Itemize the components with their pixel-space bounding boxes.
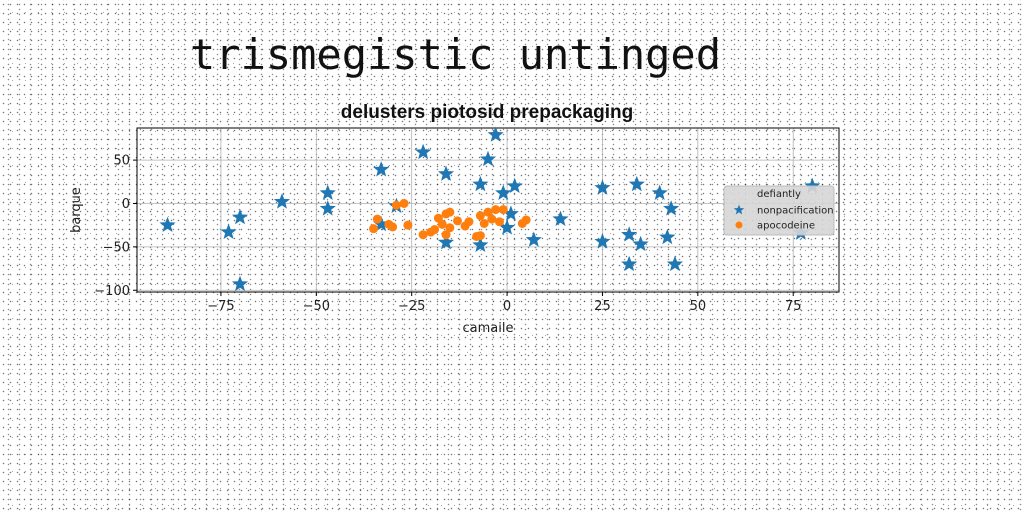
y-tick-label: −50 [103, 240, 130, 255]
star-point [525, 231, 542, 247]
chart-title: delusters piotosid prepackaging [341, 102, 633, 123]
circle-point [445, 207, 455, 217]
x-tick-label: 50 [690, 299, 707, 314]
legend-star-marker [733, 204, 745, 215]
star-point [502, 205, 519, 221]
x-tick-label: −50 [303, 299, 330, 314]
star-point [594, 179, 611, 195]
star-point [479, 150, 497, 167]
star-point [487, 126, 504, 142]
star-point [437, 165, 455, 181]
star-point [472, 175, 489, 192]
x-tick-label: 25 [594, 299, 611, 314]
star-point [159, 216, 176, 233]
circle-point [372, 214, 382, 224]
circle-point [437, 219, 447, 229]
circle-point [475, 211, 485, 221]
star-point [621, 226, 638, 242]
circle-point [475, 231, 485, 241]
y-tick-label: 50 [113, 154, 130, 169]
star-point [373, 161, 390, 177]
star-point [273, 193, 291, 209]
star-point [804, 177, 821, 194]
star-point [373, 215, 390, 232]
star-point [498, 219, 516, 235]
circle-point [483, 207, 493, 217]
star-point [231, 208, 249, 225]
x-tick-label: 0 [503, 299, 511, 314]
x-tick-label: −75 [207, 299, 234, 314]
star-point [621, 255, 638, 272]
x-axis-label: camaile [463, 321, 514, 336]
circle-point [441, 230, 451, 240]
circle-point [445, 223, 455, 233]
legend: defiantly nonpacification apocodeine [723, 185, 835, 236]
circle-point [464, 217, 474, 227]
x-tick-label: −25 [398, 299, 425, 314]
circle-point [430, 225, 440, 235]
legend-title: defiantly [757, 189, 801, 200]
circle-point [388, 222, 398, 232]
star-point [220, 223, 237, 239]
circle-point [479, 218, 489, 228]
circle-point [498, 205, 508, 215]
circle-point [487, 214, 497, 224]
star-point [651, 184, 668, 200]
star-point [437, 234, 455, 250]
y-tick-label: 0 [122, 197, 130, 212]
circle-point [403, 220, 413, 230]
tick-layer: −75 −50 −25 0 25 50 75 −100 −50 0 50 [94, 154, 801, 314]
star-point [231, 275, 249, 292]
legend-circle-marker [735, 221, 743, 229]
plot-frame [136, 127, 840, 293]
star-point [552, 210, 569, 226]
star-point [472, 236, 489, 253]
y-axis-label: barque [69, 187, 84, 233]
star-point [415, 143, 432, 160]
legend-label: apocodeine [757, 221, 815, 232]
legend-box [723, 185, 835, 236]
marker-layer [159, 126, 821, 292]
star-point [666, 255, 684, 272]
y-tick-label: −100 [94, 284, 130, 299]
star-point [628, 175, 645, 192]
x-tick-label: 75 [785, 299, 802, 314]
star-point [506, 177, 523, 194]
circle-point [391, 200, 401, 210]
star-point [495, 184, 512, 200]
star-point [319, 184, 336, 200]
circle-point [452, 216, 462, 226]
star-point [632, 235, 649, 252]
circle-point [418, 230, 428, 240]
star-point [659, 228, 676, 245]
circle-point [521, 215, 531, 225]
circle-point [399, 198, 409, 208]
circle-point [369, 224, 379, 234]
legend-label: nonpacification [757, 206, 834, 217]
star-point [319, 200, 336, 216]
star-point [663, 200, 680, 216]
star-point [594, 233, 611, 249]
circle-point [494, 217, 504, 227]
page-title: trismegistic untinged [190, 30, 722, 79]
circle-point [491, 205, 501, 215]
